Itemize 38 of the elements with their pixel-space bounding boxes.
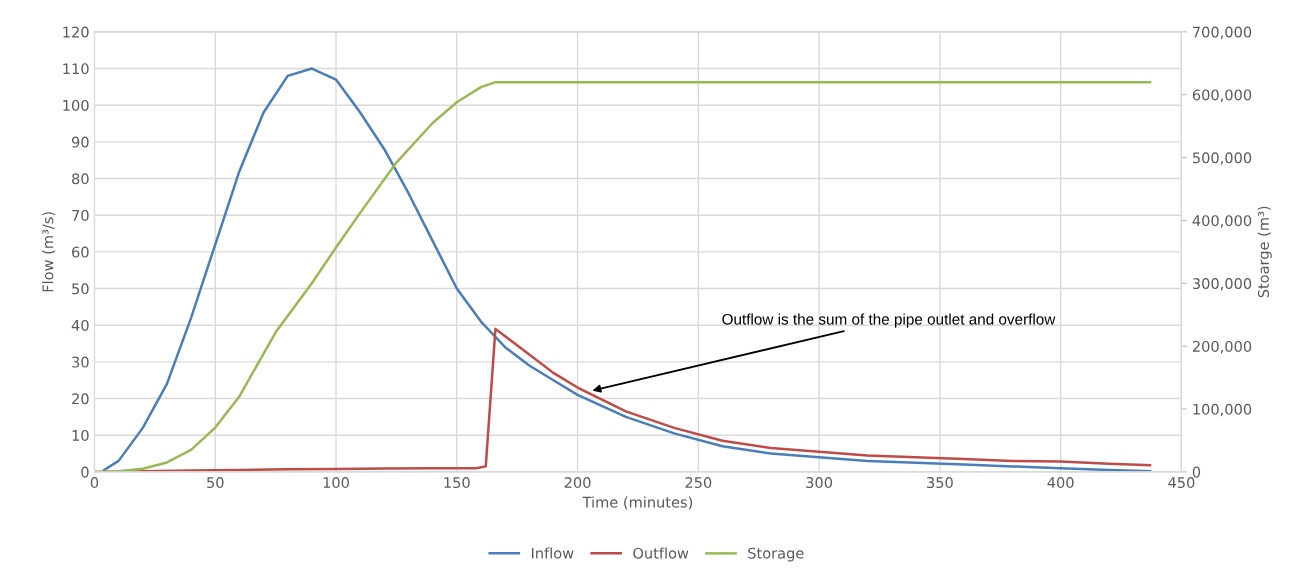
y-tick-label: 120 <box>63 26 89 38</box>
y2-tick-label: 200,000 <box>1192 340 1252 354</box>
y2-tick-label: 600,000 <box>1192 89 1252 102</box>
y2-tick-label: 300,000 <box>1192 278 1252 291</box>
y-tick-label: 100 <box>63 99 89 111</box>
annotation: Outflow is the sum of the pipe outlet and overflow <box>722 313 1056 328</box>
y-axis-title: Flow (m³/s) <box>42 212 56 292</box>
y-tick-label: 110 <box>63 63 89 75</box>
x-tick-label: 150 <box>444 477 470 489</box>
y-tick-label: 30 <box>72 356 89 368</box>
x-tick-label: 100 <box>323 477 349 489</box>
x-axis-title: Time (minutes) <box>582 496 693 510</box>
y-tick-label: 80 <box>72 173 89 185</box>
y-tick-label: 40 <box>71 319 89 331</box>
y2-tick-label: 400,000 <box>1192 215 1252 228</box>
y2-axis-title: Stoarge (m³) <box>1257 206 1272 298</box>
x-tick-label: 350 <box>927 477 953 489</box>
x-tick-label: 450 <box>1168 477 1195 489</box>
y-tick-label: 60 <box>72 246 89 258</box>
y2-tick-label: 500,000 <box>1192 152 1252 165</box>
y-tick-label: 0 <box>81 466 89 478</box>
y2-tick-label: 700,000 <box>1193 26 1252 40</box>
legend-label: Outflow <box>633 547 689 559</box>
x-tick-label: 0 <box>90 477 99 489</box>
x-tick-label: 200 <box>564 477 591 489</box>
x-tick-label: 50 <box>207 477 224 489</box>
y-tick-label: 50 <box>72 283 89 295</box>
y-tick-label: 90 <box>71 136 89 148</box>
y-tick-label: 70 <box>72 209 89 221</box>
legend-label: Inflow <box>531 547 574 559</box>
y2-tick-label: 0 <box>1192 466 1201 478</box>
x-tick-label: 400 <box>1047 477 1074 489</box>
y-tick-label: 10 <box>72 429 89 441</box>
x-tick-label: 250 <box>685 477 712 489</box>
y-tick-label: 20 <box>72 393 89 405</box>
legend-label: Storage <box>748 547 804 562</box>
y2-tick-label: 100,000 <box>1193 403 1252 417</box>
x-tick-label: 300 <box>806 477 833 489</box>
